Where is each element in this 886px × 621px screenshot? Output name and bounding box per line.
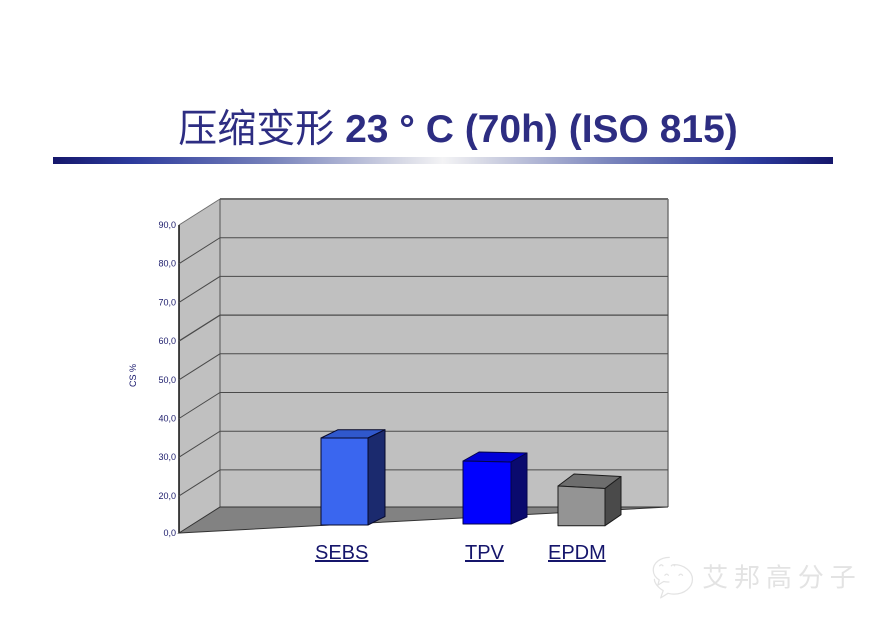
svg-text:0,0: 0,0 xyxy=(163,528,176,538)
svg-text:艾邦高分子: 艾邦高分子 xyxy=(702,562,861,592)
svg-text:30,0: 30,0 xyxy=(158,452,176,462)
svg-text:90,0: 90,0 xyxy=(158,220,176,230)
svg-text:70,0: 70,0 xyxy=(158,297,176,307)
svg-text:20,0: 20,0 xyxy=(158,491,176,501)
svg-text:80,0: 80,0 xyxy=(158,259,176,269)
svg-text:40,0: 40,0 xyxy=(158,414,176,424)
svg-text:60,0: 60,0 xyxy=(158,336,176,346)
svg-text:50,0: 50,0 xyxy=(158,375,176,385)
